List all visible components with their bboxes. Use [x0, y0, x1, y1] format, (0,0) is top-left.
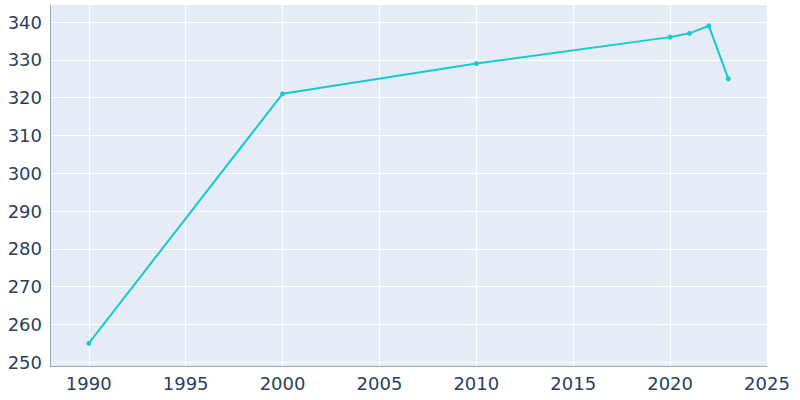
svg-text:310: 310 — [8, 125, 42, 146]
svg-text:300: 300 — [8, 163, 42, 184]
svg-text:260: 260 — [8, 314, 42, 335]
svg-text:320: 320 — [8, 87, 42, 108]
svg-text:290: 290 — [8, 201, 42, 222]
svg-text:1990: 1990 — [66, 373, 112, 394]
svg-text:340: 340 — [8, 12, 42, 33]
svg-text:2005: 2005 — [357, 373, 403, 394]
svg-text:2025: 2025 — [744, 373, 790, 394]
svg-text:280: 280 — [8, 238, 42, 259]
svg-text:330: 330 — [8, 49, 42, 70]
svg-text:2000: 2000 — [260, 373, 306, 394]
svg-text:2020: 2020 — [647, 373, 693, 394]
svg-text:2010: 2010 — [453, 373, 499, 394]
svg-text:270: 270 — [8, 276, 42, 297]
svg-text:2015: 2015 — [550, 373, 596, 394]
svg-text:1995: 1995 — [163, 373, 209, 394]
svg-text:250: 250 — [8, 352, 42, 373]
